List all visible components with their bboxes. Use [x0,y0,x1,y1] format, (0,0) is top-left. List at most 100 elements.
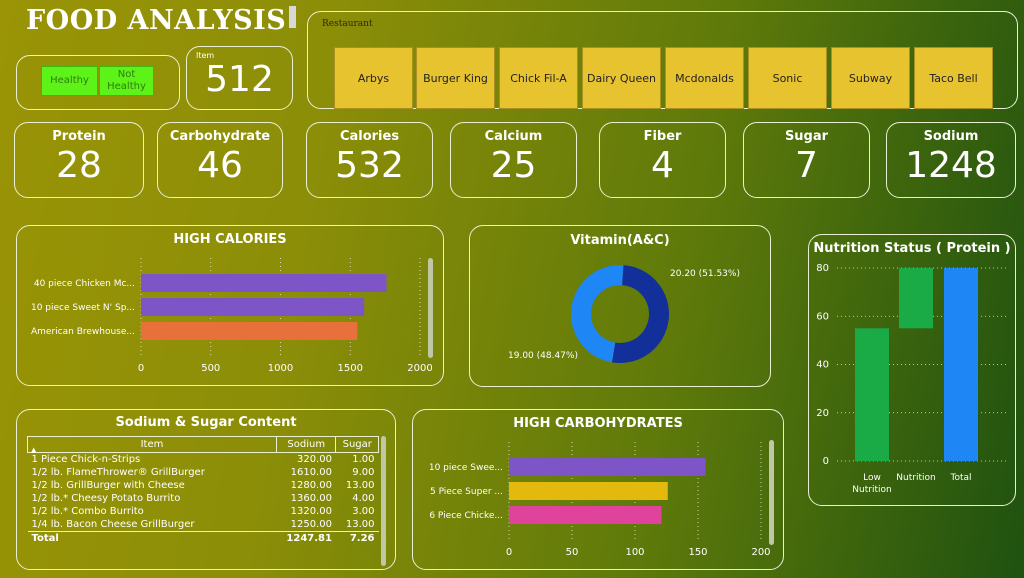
not-healthy-toggle[interactable]: Not Healthy [99,66,154,96]
healthy-toggle[interactable]: Healthy [41,66,98,96]
x-tick-label: 0 [506,547,512,558]
x-tick-label: 0 [138,363,144,374]
vitamin-panel: Vitamin(A&C) 20.20 (51.53%) 19.00 (48.47%… [469,225,771,387]
restaurant-option-taco-bell[interactable]: Taco Bell [914,47,993,109]
sugar-cell: 9.00 [352,467,375,478]
nutrition-status-title: Nutrition Status ( Protein ) [813,241,1011,256]
slice-label: 20.20 (51.53%) [670,269,740,279]
table-row[interactable]: 1 Piece Chick-n-Strips 320.00 1.00 [28,453,379,467]
kpi-value: 532 [335,145,404,186]
item-count-card: Item 512 [186,46,293,110]
waterfall-bar [855,328,889,461]
y-tick-label: 0 [823,456,829,467]
kpi-card-fiber: Fiber 4 [599,122,726,198]
sodium-cell: 1280.00 [290,480,332,491]
total-sugar: 7.26 [335,531,379,545]
category-label: 10 piece Swee... [429,463,503,473]
sodium-cell: 1610.00 [290,467,332,478]
kpi-card-calcium: Calcium 25 [450,122,577,198]
bar [141,322,358,340]
kpi-card-sugar: Sugar 7 [743,122,870,198]
page-title: FOOD ANALYSIS [26,5,287,36]
high-calories-chart: 0 500 1000 1500 2000 40 piece Chicken Mc... 10… [31,258,433,374]
kpi-label: Carbohydrate [169,129,271,144]
kpi-value: 7 [795,145,818,186]
bar [509,506,662,524]
restaurant-option-dairy-queen[interactable]: Dairy Queen [582,47,661,109]
high-carbs-scrollbar[interactable] [769,440,774,545]
kpi-label: Sugar [784,129,829,144]
high-carbs-panel: HIGH CARBOHYDRATES 0 50 100 150 200 10 piece … [412,409,784,570]
kpi-label: Calories [339,129,400,144]
bar [509,458,706,476]
donut-slice [611,265,669,363]
kpi-label: Sodium [923,129,979,144]
x-tick-label: 150 [688,547,707,558]
bar [141,274,387,292]
sodium-sugar-scrollbar[interactable] [381,436,386,566]
restaurant-option-mcdonalds[interactable]: Mcdonalds [665,47,744,109]
restaurant-slicer: Restaurant Arbys Burger King Chick Fil-A Da… [307,11,1018,109]
restaurant-option-subway[interactable]: Subway [831,47,910,109]
restaurant-option-burger-king[interactable]: Burger King [416,47,495,109]
category-label: 10 piece Sweet N' Sp... [31,303,135,313]
sodium-cell: 1360.00 [290,493,332,504]
sugar-cell: 13.00 [345,480,375,491]
bar [141,298,365,316]
total-sodium: 1247.81 [276,531,336,545]
category-label: 6 Piece Chicke... [429,511,503,521]
table-row[interactable]: 1/2 lb.* Cheesy Potato Burrito 1360.00 4.0… [28,492,379,505]
kpi-card-protein: Protein 28 [14,122,144,198]
restaurant-option-arbys[interactable]: Arbys [334,47,413,109]
high-carbs-chart: 0 50 100 150 200 10 piece Swee... 5 Piece Supe… [429,442,771,558]
kpi-value: 1248 [905,145,997,186]
sodium-cell: 1320.00 [290,506,332,517]
total-label: Total [27,531,277,545]
col-header-sodium[interactable]: Sodium [275,436,337,453]
donut-slice [571,265,624,363]
category-label: Nutrition [896,473,935,483]
x-tick-label: 2000 [407,363,432,374]
item-cell: 1/4 lb. Bacon Cheese GrillBurger [31,519,195,530]
x-tick-label: 200 [751,547,770,558]
sodium-cell: 320.00 [296,454,332,465]
category-label: 5 Piece Super ... [430,487,503,497]
restaurant-option-chick-fil-a[interactable]: Chick Fil-A [499,47,578,109]
x-tick-label: 1500 [338,363,363,374]
x-tick-label: 100 [625,547,644,558]
sodium-cell: 1250.00 [290,519,332,530]
table-row[interactable]: 1/2 lb.* Combo Burrito 1320.00 3.00 [28,505,379,518]
col-header-item[interactable]: Item [27,436,277,453]
high-calories-scrollbar[interactable] [428,258,433,358]
nutrition-status-panel: Nutrition Status ( Protein ) 0 20 40 60 80 Lo… [808,234,1016,506]
high-calories-panel: HIGH CALORIES 0 500 1000 1500 2000 40 piece C… [16,225,444,386]
sort-asc-icon[interactable]: ▲ [31,446,37,454]
table-row[interactable]: 1/2 lb. GrillBurger with Cheese 1280.00 13… [28,479,379,492]
table-total-row: Total 1247.81 7.26 [27,531,379,545]
item-cell: 1/2 lb. FlameThrower® GrillBurger [31,467,205,478]
kpi-value: 28 [56,145,102,186]
sugar-cell: 1.00 [352,454,375,465]
health-filter-card [16,55,180,110]
sugar-cell: 3.00 [352,506,375,517]
kpi-value: 46 [197,145,243,186]
category-label: Nutrition [852,485,891,495]
item-cell: 1/2 lb. GrillBurger with Cheese [31,480,185,491]
vitamin-title: Vitamin(A&C) [570,233,670,248]
y-tick-label: 60 [816,311,829,322]
table-row[interactable]: 1/4 lb. Bacon Cheese GrillBurger 1250.00 1… [28,518,379,532]
kpi-label: Fiber [643,129,682,144]
category-label: American Brewhouse... [31,327,135,337]
y-tick-label: 40 [816,360,829,371]
y-tick-label: 20 [816,408,829,419]
item-cell: 1/2 lb.* Combo Burrito [31,506,144,517]
waterfall-bar [899,268,933,329]
item-count-value: 512 [205,59,274,100]
vitamin-donut-chart: 20.20 (51.53%) 19.00 (48.47%) [508,265,740,363]
col-header-sugar[interactable]: Sugar [335,436,379,453]
table-row[interactable]: 1/2 lb. FlameThrower® GrillBurger 1610.00… [28,466,379,479]
high-calories-title: HIGH CALORIES [173,232,287,247]
restaurant-option-sonic[interactable]: Sonic [748,47,827,109]
sodium-sugar-panel: Sodium & Sugar Content Item Sodium Sugar… [16,409,396,570]
sodium-sugar-table: Item Sodium Sugar 1 Piece Chick-n-Strips… [27,436,379,545]
